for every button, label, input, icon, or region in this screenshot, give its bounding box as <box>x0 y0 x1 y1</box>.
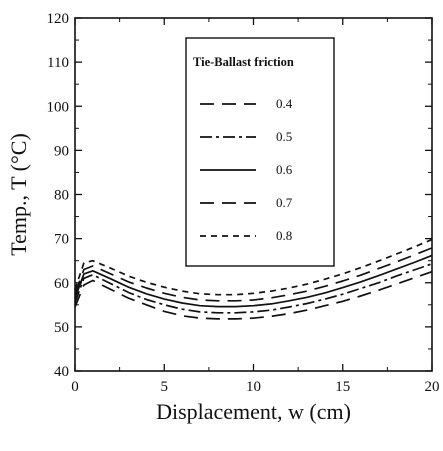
x-tick-label: 0 <box>71 379 79 395</box>
series-line-0-8 <box>74 238 433 296</box>
y-tick-label: 120 <box>47 11 70 27</box>
y-tick-label: 100 <box>47 99 70 115</box>
x-tick-label: 20 <box>425 379 440 395</box>
series-line-0-7 <box>74 247 433 302</box>
x-axis-ticks: 0 5 10 15 20 <box>71 18 440 395</box>
legend-entries: 0.4 0.5 0.6 0.7 0.8 <box>200 96 293 243</box>
y-tick-label: 70 <box>54 232 69 248</box>
x-tick-label: 5 <box>161 379 169 395</box>
y-tick-label: 80 <box>54 188 69 204</box>
y-axis-ticks: 40 50 60 70 80 90 100 110 120 <box>47 11 432 380</box>
legend-label: 0.5 <box>276 129 292 144</box>
legend-label: 0.6 <box>276 162 293 177</box>
legend-title: Tie-Ballast friction <box>193 55 294 69</box>
x-axis-title: Displacement, w (cm) <box>156 399 351 424</box>
series-line-0-5 <box>74 262 433 314</box>
series-layer <box>74 238 433 320</box>
y-tick-label: 110 <box>47 55 69 71</box>
y-tick-label: 40 <box>54 364 69 380</box>
legend-label: 0.8 <box>276 228 292 243</box>
legend-label: 0.7 <box>276 195 293 210</box>
legend-box <box>185 37 335 267</box>
legend-label: 0.4 <box>276 96 293 111</box>
x-tick-label: 15 <box>335 379 350 395</box>
y-tick-label: 90 <box>54 143 69 159</box>
series-line-0-4 <box>74 270 433 320</box>
legend: Tie-Ballast friction 0.4 0.5 0.6 0.7 0.8 <box>185 37 335 267</box>
y-tick-label: 50 <box>54 320 69 336</box>
y-axis-title: Temp., T (°C) <box>6 133 31 256</box>
series-line-0-6 <box>74 254 433 308</box>
x-tick-label: 10 <box>246 379 261 395</box>
y-tick-label: 60 <box>54 276 69 292</box>
